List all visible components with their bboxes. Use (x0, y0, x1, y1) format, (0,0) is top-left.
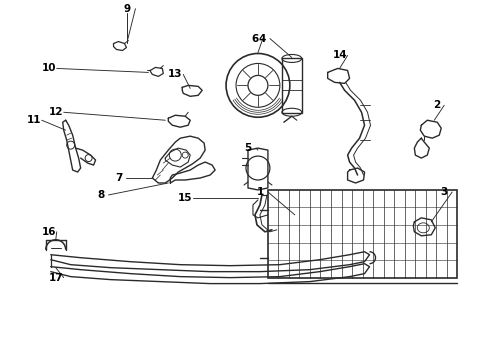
Text: 13: 13 (168, 69, 182, 80)
Text: 3: 3 (441, 187, 448, 197)
Text: 1: 1 (256, 187, 264, 197)
Text: 5: 5 (245, 143, 251, 153)
Text: 9: 9 (124, 4, 131, 14)
Bar (282, 58, 302, 113)
Text: 17: 17 (49, 273, 63, 283)
Text: 10: 10 (42, 63, 56, 73)
Bar (268, 190, 457, 278)
Text: 16: 16 (42, 227, 56, 237)
Text: 6: 6 (251, 33, 259, 44)
Text: 12: 12 (49, 107, 63, 117)
Text: 14: 14 (332, 50, 347, 60)
Text: 4: 4 (258, 33, 266, 44)
Text: 2: 2 (433, 100, 440, 110)
Text: 7: 7 (115, 173, 122, 183)
Text: 8: 8 (97, 190, 104, 200)
Text: 11: 11 (26, 115, 41, 125)
Text: 15: 15 (178, 193, 193, 203)
